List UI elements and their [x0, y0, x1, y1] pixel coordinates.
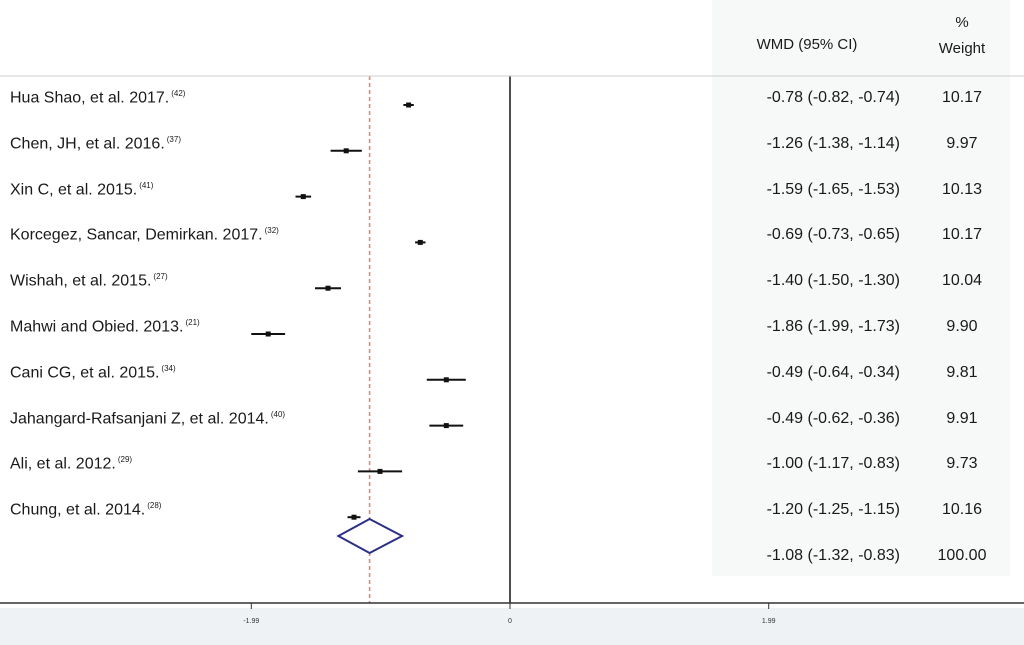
study-reference: (34)	[161, 363, 176, 373]
point-estimate-8	[377, 468, 383, 474]
study-reference: (40)	[270, 409, 286, 419]
study-name: Chung, et al. 2014.	[10, 501, 146, 519]
point-estimate-2	[300, 194, 306, 200]
study-wmd-4: -1.40 (-1.50, -1.30)	[766, 272, 900, 290]
study-wmd-3: -0.69 (-0.73, -0.65)	[766, 226, 900, 244]
study-reference: (28)	[147, 501, 162, 511]
study-reference: (37)	[166, 134, 181, 144]
study-weight-5: 9.90	[946, 318, 978, 335]
point-estimate-5	[265, 331, 271, 337]
x-axis-ticks: -1.99 0 1.99	[243, 603, 776, 625]
study-weight-4: 10.04	[941, 272, 983, 290]
point-estimate-0	[406, 102, 412, 108]
study-name: Korcegez, Sancar, Demirkan. 2017.	[10, 226, 263, 244]
study-label-6: Cani CG, et al. 2015. (34)	[10, 364, 176, 382]
study-wmd-0: -0.78 (-0.82, -0.74)	[766, 89, 900, 106]
study-label-1: Chen, JH, et al. 2016. (37)	[10, 135, 181, 153]
study-weight-2: 10.13	[941, 180, 983, 198]
point-estimate-7	[443, 423, 449, 429]
point-estimate-1	[343, 148, 349, 154]
pooled-estimate-diamond	[336, 517, 405, 555]
x-tick-label-1: 0	[508, 618, 512, 625]
study-marks	[251, 102, 466, 520]
axis-band	[0, 608, 1024, 645]
x-tick-label-0: -1.99	[243, 618, 259, 625]
study-weight-9: 10.16	[941, 501, 983, 519]
study-label-9: Chung, et al. 2014. (28)	[10, 501, 161, 519]
x-tick-label-2: 1.99	[762, 618, 776, 625]
overall-wmd: -1.08 (-1.32, -0.83)	[766, 547, 900, 564]
study-weight-7: 9.91	[946, 409, 978, 427]
weight-header-line2: Weight	[938, 40, 986, 57]
study-weight-8: 9.73	[946, 455, 978, 473]
study-name: Xin C, et al. 2015.	[10, 180, 138, 198]
study-label-4: Wishah, et al. 2015. (27)	[10, 272, 168, 290]
study-wmd-1: -1.26 (-1.38, -1.14)	[766, 134, 900, 152]
study-name: Mahwi and Obied. 2013.	[10, 318, 184, 336]
point-estimate-9	[351, 514, 357, 520]
point-estimate-4	[325, 285, 331, 291]
study-label-3: Korcegez, Sancar, Demirkan. 2017. (32)	[10, 226, 279, 244]
study-weight-1: 9.97	[946, 134, 978, 152]
study-weight-6: 9.81	[946, 363, 978, 381]
study-name: Chen, JH, et al. 2016.	[10, 135, 165, 153]
study-reference: (32)	[264, 226, 279, 236]
study-label-0: Hua Shao, et al. 2017. (42)	[10, 89, 185, 107]
stats-panel	[712, 0, 1010, 576]
study-label-7: Jahangard-Rafsanjani Z, et al. 2014. (40)	[10, 410, 285, 428]
weight-column-header: % Weight	[912, 10, 1012, 62]
point-estimate-3	[417, 239, 423, 245]
study-wmd-6: -0.49 (-0.64, -0.34)	[766, 363, 900, 381]
study-weight-0: 10.17	[941, 89, 983, 106]
study-wmd-7: -0.49 (-0.62, -0.36)	[766, 409, 900, 427]
study-name: Wishah, et al. 2015.	[10, 272, 152, 290]
study-reference: (27)	[153, 272, 168, 282]
study-wmd-2: -1.59 (-1.65, -1.53)	[766, 180, 900, 198]
study-wmd-9: -1.20 (-1.25, -1.15)	[766, 501, 900, 519]
study-name: Cani CG, et al. 2015.	[10, 364, 160, 382]
study-label-8: Ali, et al. 2012. (29)	[10, 455, 132, 473]
weight-header-line1: %	[955, 14, 969, 31]
study-wmd-8: -1.00 (-1.17, -0.83)	[766, 455, 900, 473]
study-name: Jahangard-Rafsanjani Z, et al. 2014.	[10, 409, 269, 427]
overall-weight: 100.00	[937, 547, 987, 564]
study-label-5: Mahwi and Obied. 2013. (21)	[10, 318, 200, 336]
study-reference: (29)	[117, 455, 133, 465]
study-weight-3: 10.17	[941, 226, 983, 244]
study-name: Ali, et al. 2012.	[10, 455, 116, 473]
study-wmd-5: -1.86 (-1.99, -1.73)	[766, 318, 900, 335]
study-reference: (42)	[171, 89, 186, 98]
study-reference: (21)	[185, 318, 200, 327]
point-estimate-6	[443, 377, 449, 383]
study-name: Hua Shao, et al. 2017.	[10, 89, 170, 107]
wmd-column-header: WMD (95% CI)	[756, 36, 858, 53]
study-reference: (41)	[139, 180, 154, 190]
study-label-2: Xin C, et al. 2015. (41)	[10, 181, 153, 199]
